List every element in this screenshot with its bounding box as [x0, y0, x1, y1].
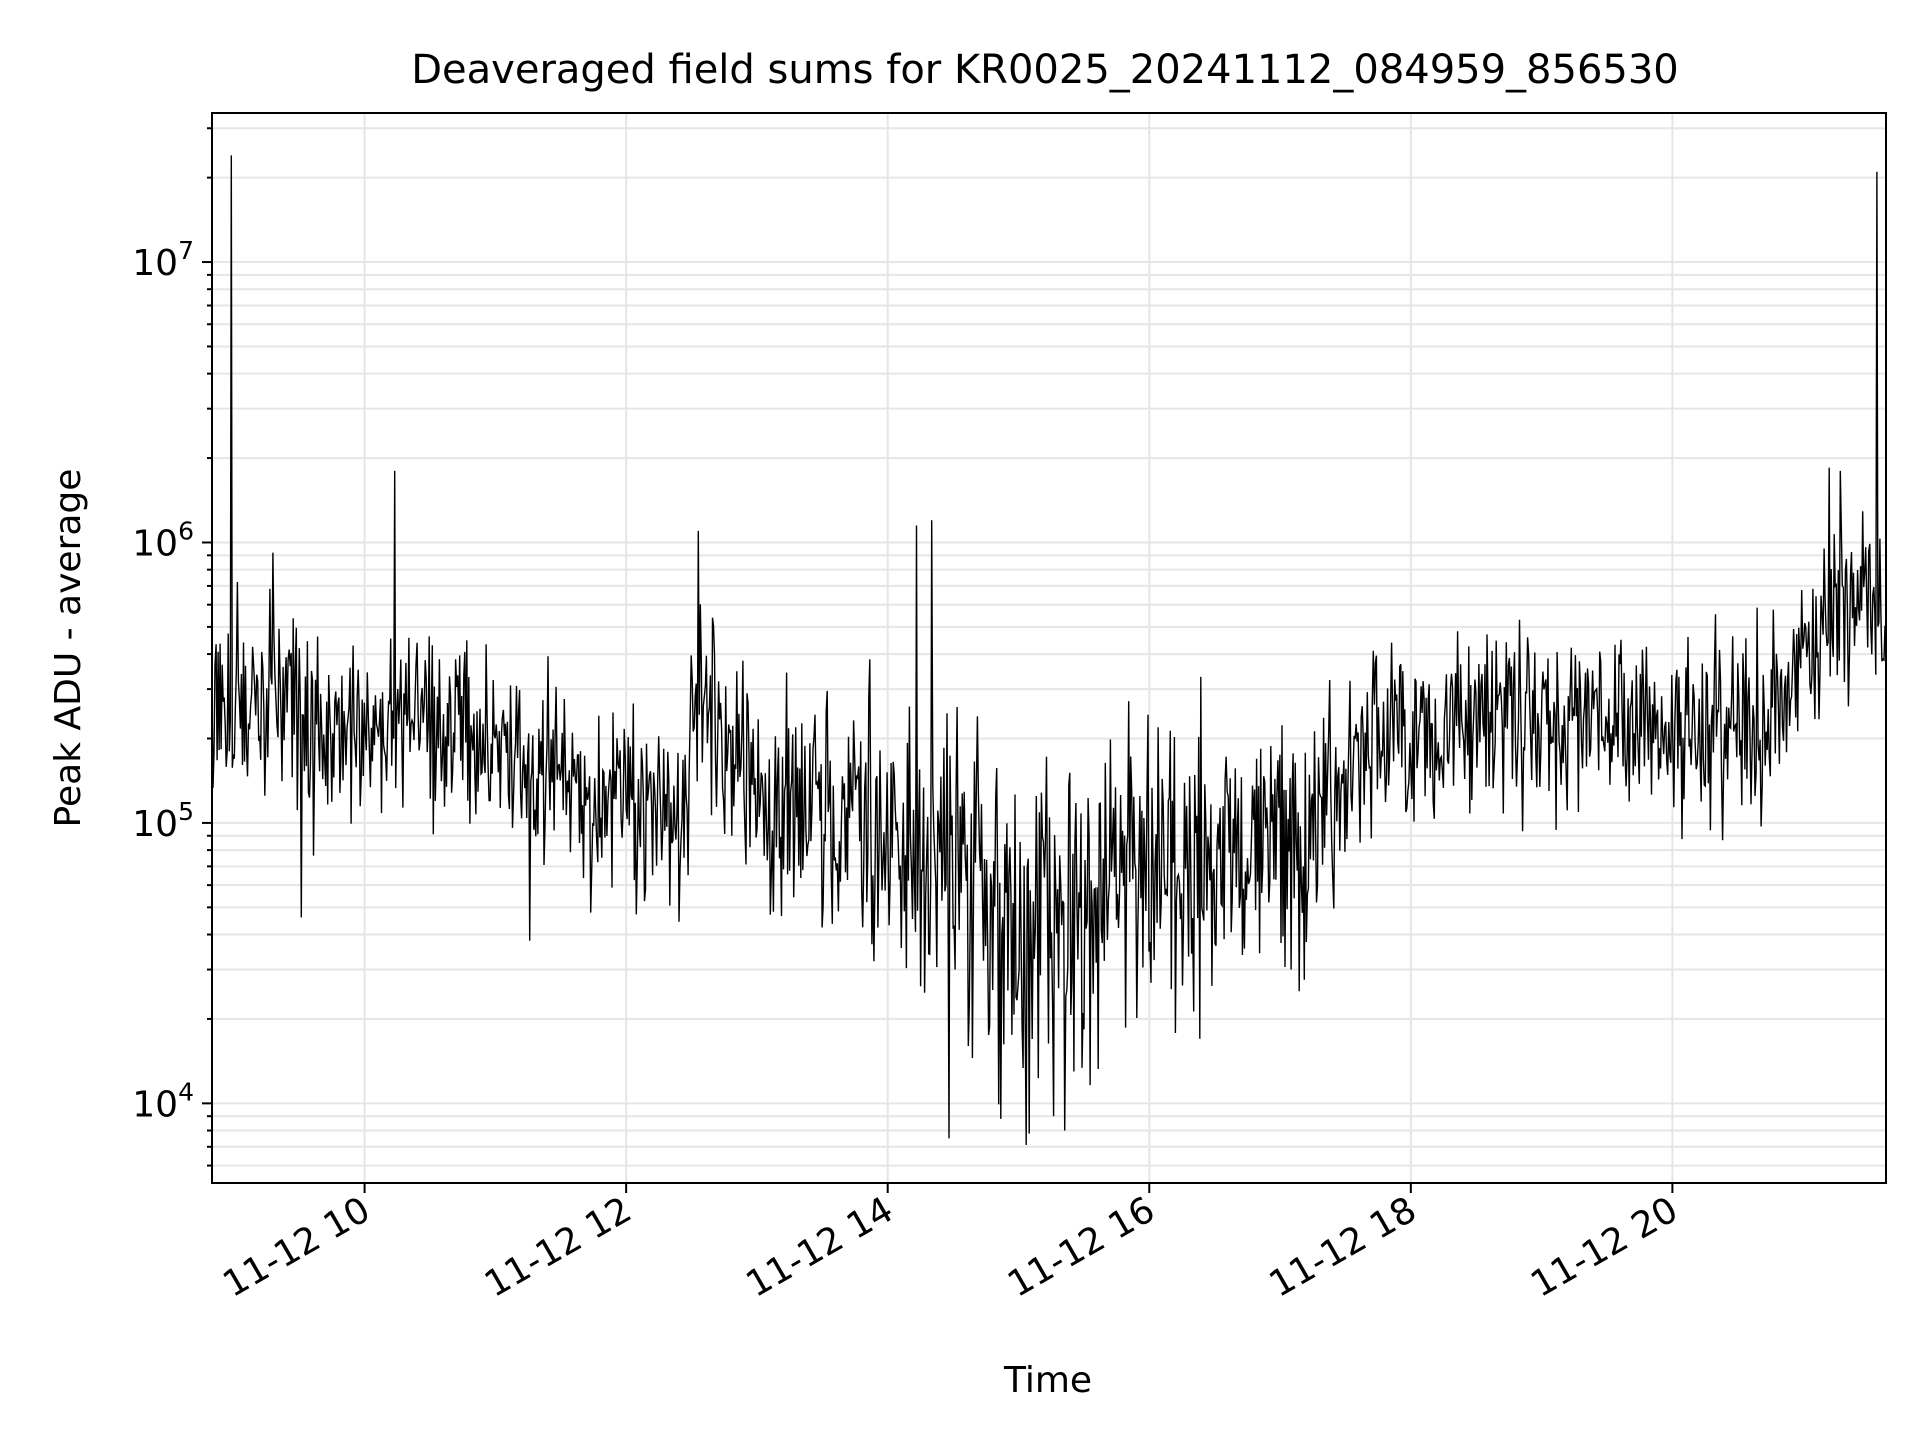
y-tick-label: 104	[132, 1077, 194, 1125]
y-tick-label: 107	[132, 236, 194, 284]
series-line	[211, 155, 1887, 1146]
y-axis-label: Peak ADU - average	[48, 469, 89, 828]
chart-title: Deaveraged field sums for KR0025_2024111…	[411, 47, 1679, 93]
y-tick-label: 106	[132, 516, 194, 564]
y-tick-label: 105	[132, 797, 194, 845]
data-series	[211, 155, 1887, 1146]
y-axis: 104 105 106 107	[132, 127, 212, 1167]
x-axis-label: Time	[1003, 1360, 1092, 1401]
plot-frame	[211, 112, 1887, 1184]
